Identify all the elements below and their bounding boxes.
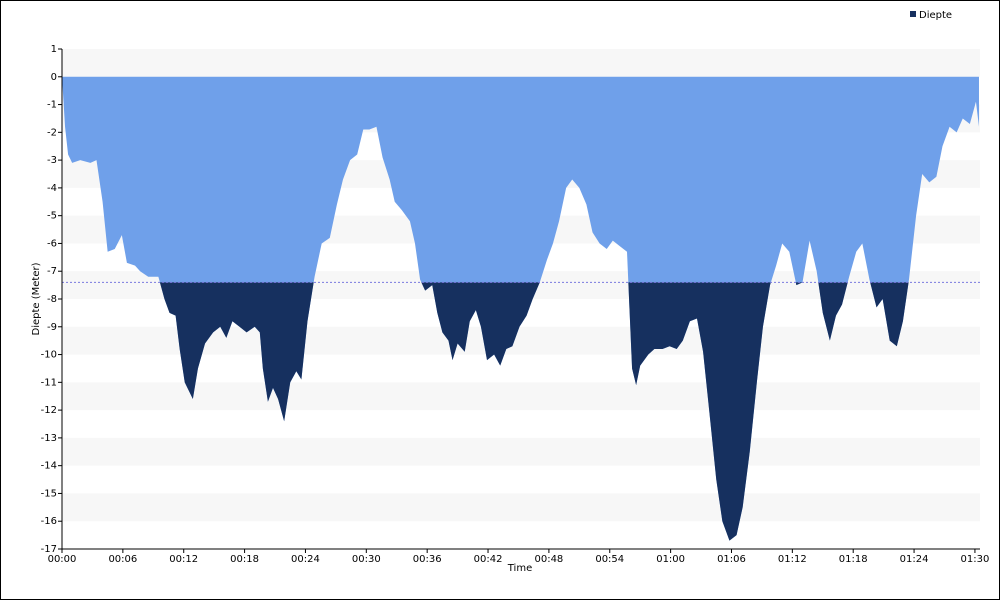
x-tick-label: 01:18 — [839, 554, 868, 565]
x-tick-label: 01:30 — [961, 554, 990, 565]
y-tick-label: 1 — [51, 44, 57, 55]
x-tick-label: 00:30 — [352, 554, 381, 565]
y-tick-label: -1 — [47, 100, 57, 111]
y-tick-label: -16 — [41, 516, 57, 527]
x-tick-label: 01:24 — [900, 554, 929, 565]
x-tick-label: 00:36 — [413, 554, 442, 565]
y-tick-label: -17 — [41, 544, 57, 555]
grid-band — [62, 326, 980, 355]
x-tick-label: 00:00 — [48, 554, 77, 565]
grid-band — [62, 437, 980, 466]
x-tick-label: 01:00 — [656, 554, 685, 565]
y-tick-label: 0 — [51, 72, 57, 83]
x-tick-label: 00:24 — [291, 554, 320, 565]
y-tick-label: -7 — [47, 266, 57, 277]
grid-band — [62, 49, 980, 77]
x-tick-label: 00:48 — [534, 554, 563, 565]
x-axis-label: Time — [507, 563, 532, 574]
area-below-threshold — [159, 282, 909, 541]
y-tick-label: -9 — [47, 322, 57, 333]
x-tick-label: 00:18 — [230, 554, 259, 565]
x-tick-label: 01:06 — [717, 554, 746, 565]
y-tick-label: -5 — [47, 211, 57, 222]
x-tick-label: 00:54 — [595, 554, 624, 565]
x-tick-label: 01:12 — [778, 554, 807, 565]
x-tick-label: 00:42 — [474, 554, 503, 565]
legend-swatch — [910, 11, 916, 17]
y-axis-label: Diepte (Meter) — [31, 262, 42, 335]
y-tick-label: -8 — [47, 294, 57, 305]
y-tick-label: -12 — [41, 405, 57, 416]
x-tick-label: 00:12 — [169, 554, 198, 565]
y-tick-label: -15 — [41, 488, 57, 499]
x-tick-label: 00:06 — [108, 554, 137, 565]
grid-band — [62, 382, 980, 411]
y-tick-label: -6 — [47, 238, 57, 249]
y-tick-label: -4 — [47, 183, 57, 194]
y-tick-label: -13 — [41, 433, 57, 444]
y-tick-label: -11 — [41, 377, 57, 388]
grid-band — [62, 493, 980, 522]
y-tick-label: -3 — [47, 155, 57, 166]
legend-label: Diepte — [919, 10, 952, 21]
y-tick-label: -10 — [41, 350, 57, 361]
y-tick-label: -14 — [41, 461, 57, 472]
y-tick-label: -2 — [47, 127, 57, 138]
